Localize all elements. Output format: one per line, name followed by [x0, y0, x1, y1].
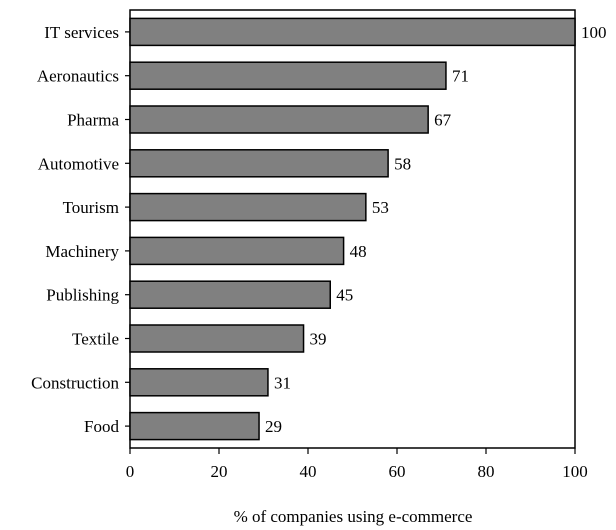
bar-publishing: [129, 280, 331, 309]
bar-food: [129, 411, 260, 441]
bar-machinery: [129, 236, 345, 266]
bar-tourism: [129, 192, 367, 222]
category-label: Automotive: [38, 154, 119, 173]
plot-area: [129, 9, 576, 449]
x-tick-label: 0: [126, 462, 135, 481]
category-label: Pharma: [67, 111, 119, 130]
value-label: 29: [265, 417, 282, 436]
value-label: 67: [434, 111, 452, 130]
bars-group: [129, 17, 576, 441]
category-label: IT services: [44, 23, 119, 42]
bar-construction: [129, 368, 269, 397]
x-tick-label: 20: [211, 462, 228, 481]
category-labels: IT services Aeronautics Pharma Automotive To…: [31, 23, 130, 436]
category-label: Aeronautics: [37, 67, 119, 86]
bar-aeronautics: [129, 61, 447, 90]
category-label: Food: [84, 417, 119, 436]
x-tick-label: 40: [300, 462, 317, 481]
value-labels: 100 71 67 58 53 48 45 39 31 29: [265, 23, 606, 436]
value-label: 39: [310, 330, 327, 349]
x-axis-title: % of companies using e-commerce: [234, 507, 473, 526]
category-label: Textile: [72, 330, 119, 349]
bar-it-services: [129, 17, 576, 47]
x-tick-label: 60: [389, 462, 406, 481]
category-label: Machinery: [45, 242, 119, 261]
value-label: 71: [452, 67, 469, 86]
x-axis: 0 20 40 60 80 100: [126, 448, 588, 481]
bar-textile: [129, 324, 305, 353]
x-tick-label: 80: [478, 462, 495, 481]
category-label: Publishing: [46, 286, 119, 305]
bar-automotive: [129, 149, 389, 178]
x-tick-label: 100: [562, 462, 588, 481]
value-label: 100: [581, 23, 607, 42]
category-label: Construction: [31, 373, 119, 392]
plot-frame: [129, 9, 576, 449]
value-label: 58: [394, 154, 411, 173]
category-label: Tourism: [63, 198, 119, 217]
value-label: 53: [372, 198, 389, 217]
value-label: 48: [350, 242, 367, 261]
value-label: 45: [336, 286, 353, 305]
bar-pharma: [129, 105, 429, 134]
value-label: 31: [274, 373, 291, 392]
